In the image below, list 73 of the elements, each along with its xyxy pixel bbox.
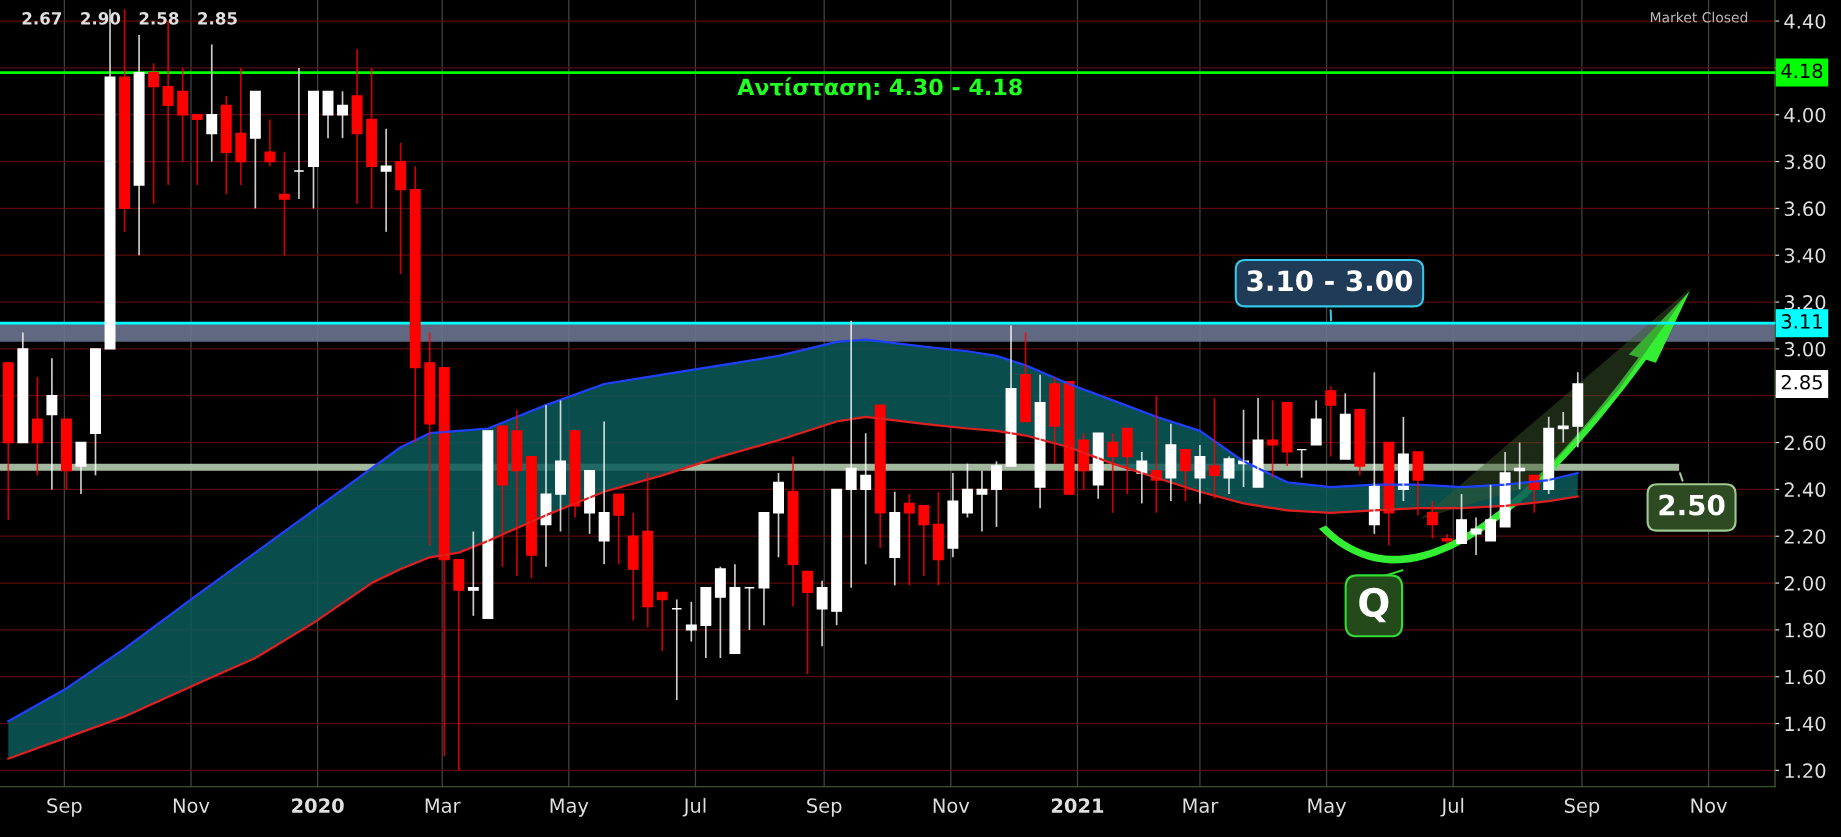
candlestick (1020, 331, 1032, 423)
x-tick-label: Sep (47, 798, 82, 817)
candlestick (119, 8, 131, 233)
y-tick-label: 3.00 (1784, 341, 1826, 357)
y-tick-label: 4.40 (1784, 14, 1826, 29)
x-tick-label: Nov (933, 798, 970, 813)
line-series (7, 415, 1579, 760)
band-label: 3.10 - 3.00 (1247, 270, 1413, 292)
y-tick-label: 2.60 (1784, 435, 1826, 451)
y-tick-label: 2.00 (1784, 576, 1826, 591)
candlestick (1426, 500, 1438, 540)
candlestick (366, 67, 378, 210)
y-tick-label: 3.60 (1784, 201, 1826, 217)
y-tick-label: 1.80 (1785, 622, 1826, 638)
candlestick (555, 399, 566, 533)
x-tick-label: Sep (1564, 798, 1600, 817)
candlestick (90, 348, 101, 477)
candlestick (467, 530, 479, 617)
y-tick-label: 1.40 (1785, 716, 1826, 732)
candlestick (714, 565, 726, 659)
annotation: Market Closed (1650, 11, 1748, 23)
candlestick (1485, 483, 1497, 542)
candlestick (613, 493, 625, 566)
x-tick-label: Nov (173, 798, 210, 813)
legend-label: 2.50 (1659, 494, 1725, 516)
candlestick (249, 90, 261, 210)
y-tick-label: 4.00 (1784, 107, 1826, 123)
candlestick (743, 586, 755, 631)
annotation: Q (1359, 587, 1389, 623)
candlestick (1179, 448, 1191, 502)
x-tick-label: Jul (682, 797, 706, 817)
candlestick (1267, 399, 1279, 479)
y-tick-label: 3.20 (1784, 295, 1826, 310)
x-tick-label: Mar (1183, 798, 1219, 813)
candlestick (802, 570, 814, 676)
candlestick (293, 67, 305, 200)
candlestick (60, 418, 72, 491)
candlestick (1557, 411, 1569, 444)
x-tick-label: 2021 (1051, 798, 1104, 813)
ref-line-label: 3.11 (1781, 314, 1822, 329)
x-tick-label: May (550, 798, 589, 817)
y-tick-label: 3.80 (1784, 154, 1826, 170)
y-tick-label: 2.20 (1784, 529, 1826, 544)
candlestick (991, 460, 1002, 528)
x-tick-label: Mar (425, 798, 461, 813)
candlestick (831, 488, 843, 627)
y-tick-label: 1.60 (1785, 669, 1826, 685)
text: 2.85 (1781, 374, 1822, 390)
candlestick (31, 376, 43, 477)
annotation: Αντίσταση: 4.30 - 4.18 (737, 77, 1022, 100)
y-tick-label: 1.20 (1785, 763, 1826, 779)
candlestick (525, 455, 537, 580)
candlestick (1456, 493, 1467, 545)
candlestick (1209, 397, 1220, 500)
ref-line-label: 4.18 (1781, 63, 1823, 79)
x-tick-label: May (1308, 798, 1347, 817)
x-tick-label: Sep (807, 798, 842, 817)
candlestick (482, 430, 494, 620)
candlestick (671, 598, 683, 701)
y-tick-label: 2.40 (1784, 482, 1826, 498)
candlestick (278, 151, 290, 257)
x-tick-label: 2020 (292, 798, 344, 813)
x-tick-label: Nov (1691, 798, 1727, 813)
y-tick-label: 3.40 (1784, 248, 1826, 263)
candlestick (1049, 376, 1061, 465)
candlestick (773, 472, 784, 559)
candlestick (308, 90, 319, 210)
candlestick (932, 490, 944, 587)
candlestick (961, 462, 973, 519)
candlestick (148, 62, 160, 205)
candlestick (1296, 448, 1308, 479)
candlestick (496, 425, 508, 568)
x-tick-label: Jul (1440, 797, 1464, 817)
